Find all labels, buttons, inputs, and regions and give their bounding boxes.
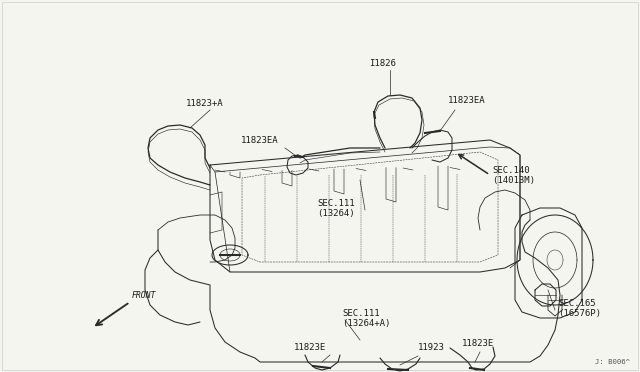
Text: 11823EA: 11823EA bbox=[241, 136, 278, 145]
Text: J: B006^: J: B006^ bbox=[595, 359, 630, 365]
Text: 11823+A: 11823+A bbox=[186, 99, 224, 108]
Text: 11923: 11923 bbox=[418, 343, 445, 352]
Text: (13264): (13264) bbox=[317, 209, 355, 218]
Text: 11823EA: 11823EA bbox=[448, 96, 486, 105]
Text: FRONT: FRONT bbox=[132, 291, 156, 300]
Text: (14013M): (14013M) bbox=[492, 176, 535, 185]
Text: SEC.111: SEC.111 bbox=[342, 309, 380, 318]
Text: 11823E: 11823E bbox=[462, 339, 494, 348]
Text: SEC.111: SEC.111 bbox=[317, 199, 355, 208]
Text: 11823E: 11823E bbox=[294, 343, 326, 352]
Text: SEC.140: SEC.140 bbox=[492, 166, 530, 175]
Text: I1826: I1826 bbox=[369, 59, 396, 68]
Text: (13264+A): (13264+A) bbox=[342, 319, 390, 328]
Text: SEC.165: SEC.165 bbox=[558, 299, 596, 308]
Text: (16576P): (16576P) bbox=[558, 309, 601, 318]
